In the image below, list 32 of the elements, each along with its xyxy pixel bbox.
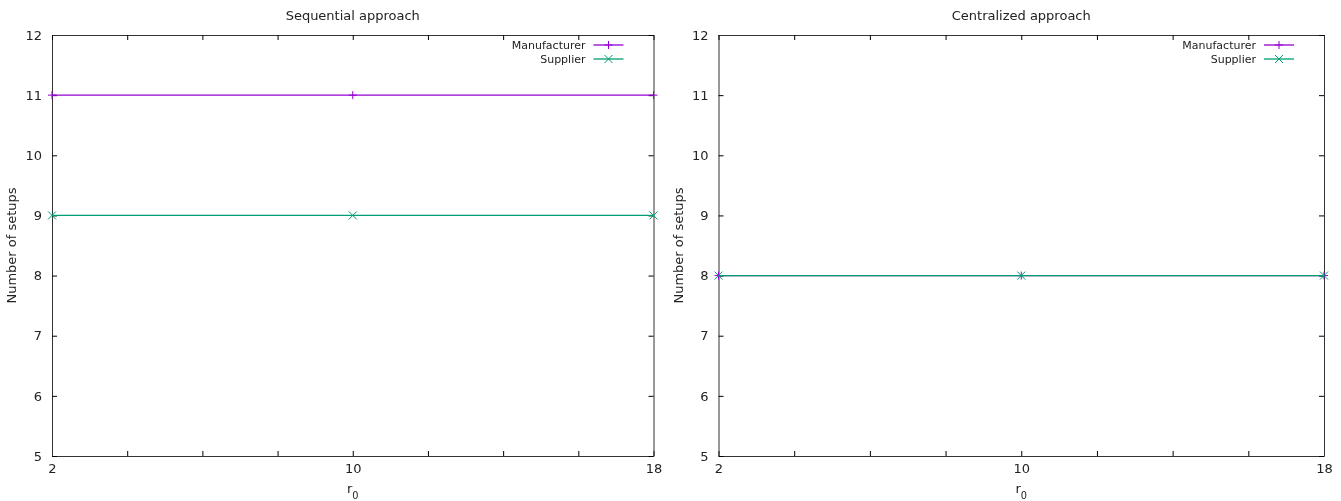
y-tick-label: 10: [691, 147, 709, 163]
x-tick-label: 10: [344, 461, 362, 477]
x-tick-label: 2: [714, 461, 724, 477]
y-tick-label: 7: [700, 328, 709, 344]
y-tick-label: 9: [33, 208, 42, 224]
legend-label: Supplier: [1210, 53, 1257, 66]
y-tick-label: 11: [691, 87, 709, 103]
x-tick-label: 2: [48, 461, 57, 477]
x-axis-title: r$_{0}$: [1015, 481, 1028, 501]
x-tick-label: 18: [645, 461, 663, 477]
y-tick-label: 8: [33, 268, 42, 284]
y-axis-title: Number of setups: [4, 187, 19, 304]
legend-label: Supplier: [540, 53, 586, 66]
y-tick-label: 12: [691, 27, 709, 43]
legend-label: Manufacturer: [1182, 39, 1257, 52]
y-tick-label: 9: [700, 208, 709, 224]
y-tick-label: 6: [33, 388, 42, 404]
y-axis-title: Number of setups: [670, 187, 686, 304]
y-tick-label: 7: [33, 328, 42, 344]
x-axis-title: r$_{0}$: [346, 481, 359, 501]
y-tick-label: 11: [25, 87, 42, 103]
legend-label: Manufacturer: [511, 39, 586, 52]
x-tick-label: 18: [1316, 461, 1333, 477]
chart-title: Sequential approach: [285, 8, 420, 23]
y-tick-label: 12: [25, 27, 42, 43]
y-tick-label: 5: [33, 448, 42, 464]
y-tick-label: 5: [700, 448, 709, 464]
y-tick-label: 8: [700, 268, 709, 284]
x-tick-label: 10: [1013, 461, 1031, 477]
y-tick-label: 6: [700, 388, 709, 404]
y-tick-label: 10: [25, 147, 42, 163]
chart-title: Centralized approach: [951, 8, 1091, 23]
